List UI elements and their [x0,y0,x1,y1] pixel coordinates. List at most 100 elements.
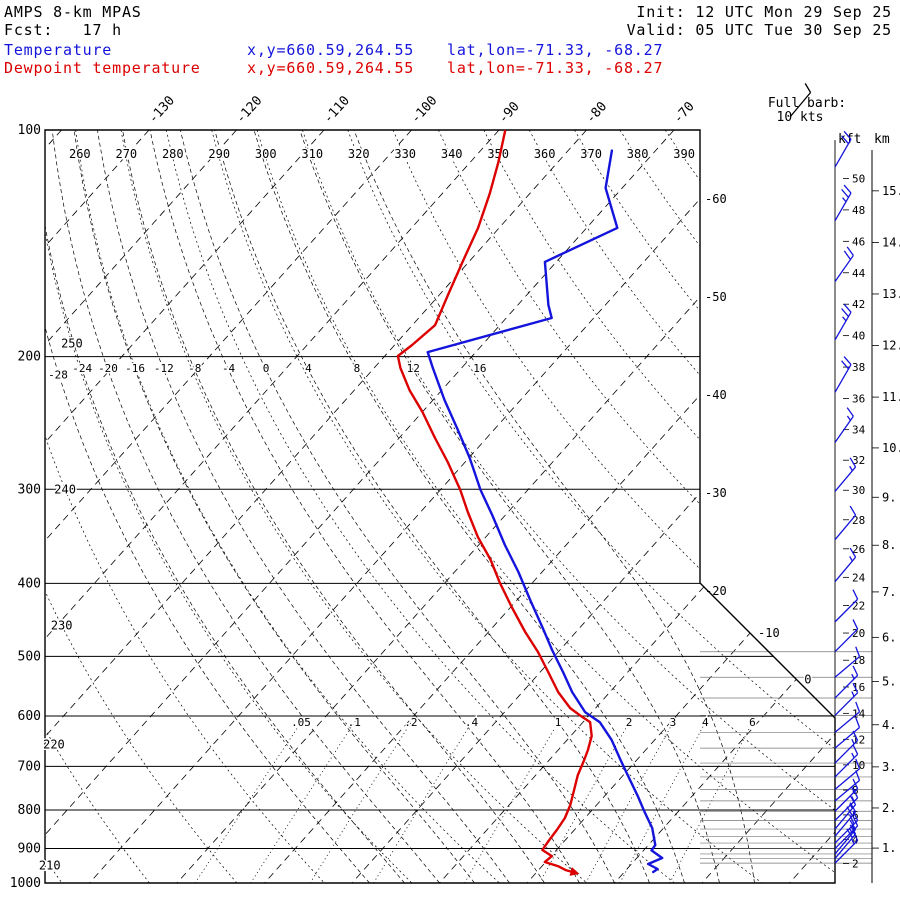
svg-text:700: 700 [18,759,41,774]
mixing-ratio-lines [194,715,757,883]
isotherm-labels-right: -60 -50 -40 -30 -20 [705,192,727,598]
svg-text:40: 40 [852,330,865,343]
svg-text:-100: -100 [408,93,440,126]
moist-adiabat-lines [45,130,755,883]
init-time: Init: 12 UTC Mon 29 Sep 25 [636,3,892,21]
svg-text:.05: .05 [291,716,311,729]
svg-text:-20: -20 [98,362,118,375]
svg-text:15.: 15. [882,184,900,198]
svg-text:26: 26 [852,543,865,556]
svg-text:12.: 12. [882,339,900,353]
dewpoint-curve [396,129,593,874]
svg-text:4: 4 [852,833,859,846]
svg-text:-16: -16 [125,362,145,375]
svg-text:4: 4 [305,362,312,375]
svg-text:-24: -24 [72,362,92,375]
svg-text:900: 900 [18,842,41,857]
svg-text:28: 28 [852,514,865,527]
svg-text:-40: -40 [705,388,727,402]
svg-text:36: 36 [852,393,865,406]
svg-text:250: 250 [61,336,83,350]
svg-text:24: 24 [852,571,866,584]
svg-text:300: 300 [255,147,277,161]
svg-text:38: 38 [852,361,865,374]
sounding-curves [396,129,664,876]
svg-text:-50: -50 [705,290,727,304]
svg-text:-60: -60 [705,192,727,206]
svg-text:48: 48 [852,204,865,217]
svg-text:8.: 8. [882,538,896,552]
svg-text:9.: 9. [882,490,896,504]
svg-text:km: km [874,132,890,147]
svg-text:210: 210 [39,859,61,873]
svg-text:-28: -28 [48,369,68,382]
svg-text:6.: 6. [882,630,896,644]
altitude-scales: kft km50484644424038363432302826242220181… [838,132,900,883]
svg-text:1000: 1000 [10,876,41,891]
svg-text:600: 600 [18,709,41,724]
svg-text:380: 380 [627,147,649,161]
mixing-ratio-labels: .05 .1 .2 .4 1 2 3 4 6 [290,715,758,731]
dry-adiabat-labels-top: 260 270 280 290 300 310 320 330 340 350 360 370 380 3… [67,146,696,163]
svg-text:100: 100 [18,123,41,138]
svg-text:-20: -20 [705,584,727,598]
svg-text:44: 44 [852,267,866,280]
svg-text:200: 200 [18,350,41,365]
svg-text:10.: 10. [882,441,900,455]
svg-text:-12: -12 [154,362,174,375]
svg-text:-130: -130 [146,93,178,126]
sample-barb-icon [789,83,812,118]
svg-text:-110: -110 [321,93,353,126]
valid-time: Valid: 05 UTC Tue 30 Sep 25 [626,21,892,39]
svg-text:-80: -80 [583,99,610,126]
svg-text:340: 340 [441,147,463,161]
svg-text:300: 300 [18,482,41,497]
svg-text:7.: 7. [882,585,896,599]
svg-text:4.: 4. [882,718,896,732]
svg-text:230: 230 [51,618,73,632]
svg-text:20: 20 [852,627,865,640]
model-title: AMPS 8-km MPAS [4,3,142,21]
svg-text:1: 1 [555,716,562,729]
wind-barb-column [834,130,861,883]
svg-text:18: 18 [852,654,865,667]
svg-text:400: 400 [18,576,41,591]
dewpoint-grid-xy: x,y=660.59,264.55 [247,59,415,77]
svg-text:10 kts: 10 kts [777,110,824,125]
svg-text:42: 42 [852,298,865,311]
svg-text:800: 800 [18,803,41,818]
svg-text:34: 34 [852,424,866,437]
svg-text:14: 14 [852,707,866,720]
svg-text:32: 32 [852,454,865,467]
svg-text:Full barb:: Full barb: [768,96,846,111]
isotherm-labels-top: -130 -120 -110 -100 -90 -80 -70 [146,93,698,126]
pressure-tick-labels: 100 200 300 400 500 600 700 800 900 1000 [10,123,41,891]
svg-text:2.: 2. [882,801,896,815]
svg-text:1.: 1. [882,841,896,855]
svg-text:11.: 11. [882,390,900,404]
svg-text:12: 12 [407,362,420,375]
svg-text:-4: -4 [222,362,236,375]
isotherm-lines [45,130,835,883]
dewpoint-arrowhead [569,867,580,876]
svg-text:370: 370 [580,147,602,161]
temperature-grid-xy: x,y=660.59,264.55 [247,41,415,59]
svg-text:0: 0 [263,362,270,375]
svg-text:-10: -10 [758,626,780,640]
svg-text:-8: -8 [188,362,201,375]
dry-adiabat-labels-left: 250 240 230 220 210 [37,335,84,874]
svg-text:5.: 5. [882,675,896,689]
svg-text:290: 290 [208,147,230,161]
svg-text:-30: -30 [705,486,727,500]
svg-text:6: 6 [749,716,756,729]
svg-text:310: 310 [301,147,323,161]
svg-text:-70: -70 [671,99,698,126]
svg-text:2: 2 [626,716,633,729]
svg-text:360: 360 [534,147,556,161]
svg-text:320: 320 [348,147,370,161]
svg-text:.1: .1 [348,716,361,729]
dewpoint-legend-label: Dewpoint temperature [4,59,201,77]
svg-text:14.: 14. [882,235,900,249]
svg-text:30: 30 [852,484,865,497]
